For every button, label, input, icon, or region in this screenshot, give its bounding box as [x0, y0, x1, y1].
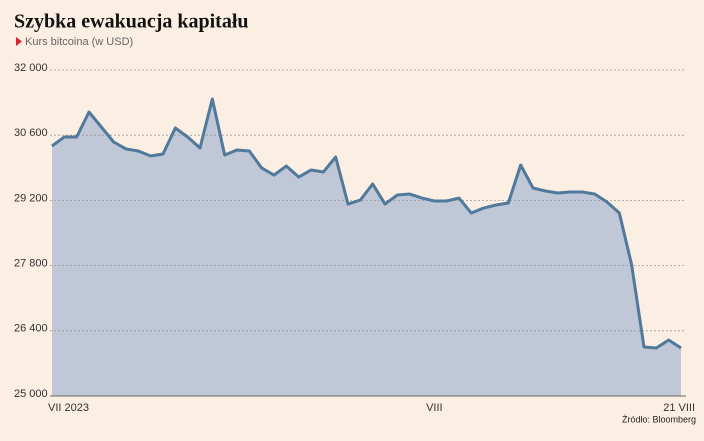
y-tick-label: 26 400: [14, 323, 48, 335]
x-tick-label: VIII: [426, 402, 443, 414]
y-tick-label: 30 600: [14, 127, 48, 139]
chart-title: Szybka ewakuacja kapitału: [14, 11, 249, 33]
source: Źródło: Bloomberg: [622, 414, 696, 424]
x-tick-label: VII 2023: [48, 402, 89, 414]
y-tick-label: 29 200: [14, 192, 48, 204]
y-tick-label: 32 000: [14, 62, 48, 74]
subtitle-marker: [16, 37, 22, 46]
y-tick-label: 27 800: [14, 258, 48, 270]
line: [51, 97, 682, 350]
y-tick-label: 25 000: [14, 388, 48, 400]
x-tick-label: 21 VIII: [663, 402, 695, 414]
chart-subtitle: Kurs bitcoina (w USD): [25, 36, 133, 48]
